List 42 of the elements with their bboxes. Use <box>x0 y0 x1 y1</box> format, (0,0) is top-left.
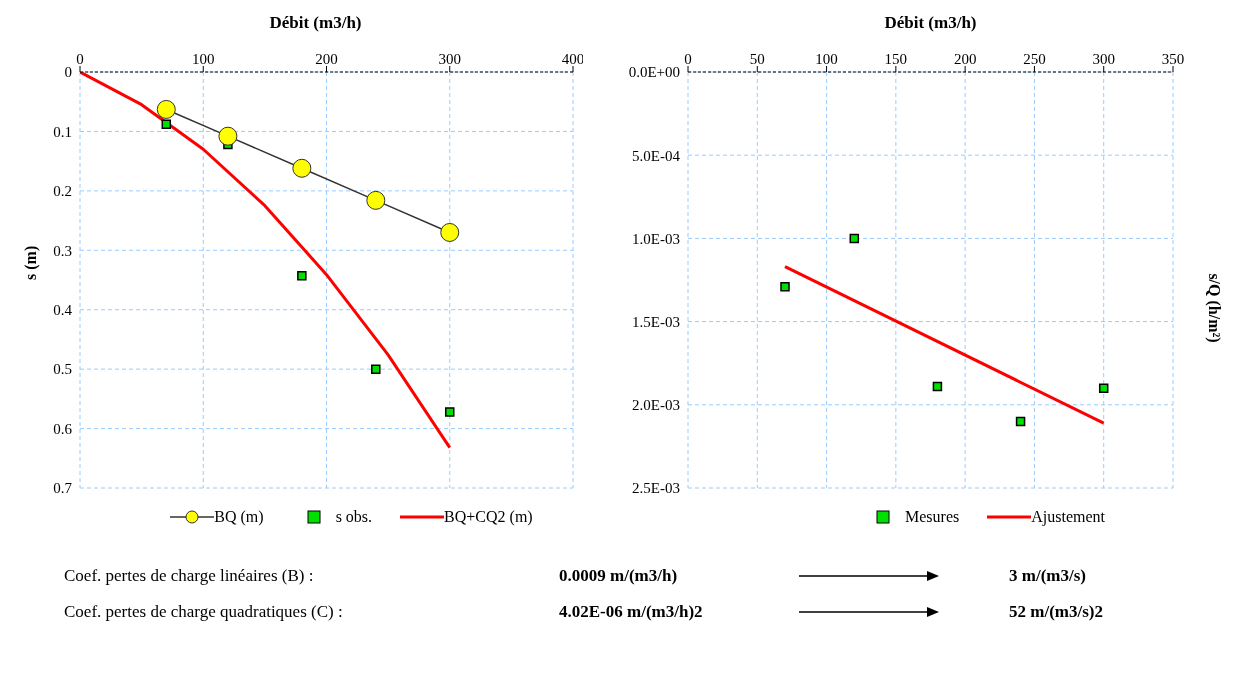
x-axis-title: Débit (m3/h) <box>883 12 978 34</box>
x-tick-label: 150 <box>884 51 908 67</box>
y-tick-label: 5.0E-04 <box>632 147 681 164</box>
x-tick-label: 0 <box>76 51 84 67</box>
x-tick-label: 350 <box>1161 51 1185 67</box>
y-tick-label: 0.4 <box>53 302 73 319</box>
y-tick-label: 1.5E-03 <box>632 313 680 330</box>
y-tick-label: 0 <box>64 64 72 81</box>
y-tick-label: 0.1 <box>53 123 72 140</box>
y-tick-label: 0.0E+00 <box>628 64 680 81</box>
x-tick-label: 250 <box>1023 51 1046 67</box>
text: 4.02E-06 m/(m3/h)2 <box>559 602 704 622</box>
x-tick-label: 400 <box>561 51 585 67</box>
x-tick-label: 300 <box>1092 51 1115 67</box>
text: Coef. pertes de charge linéaires (B) : <box>63 566 315 586</box>
y-axis-title: s (m) <box>21 245 40 280</box>
x-tick-label: 50 <box>749 51 765 67</box>
x-tick-label: 300 <box>438 51 461 67</box>
x-tick-label: 0 <box>684 51 692 67</box>
x-axis-title: Débit (m3/h) <box>268 12 363 34</box>
x-tick-label: 200 <box>953 51 977 67</box>
text: 3 m/(m3/s) <box>1009 566 1086 586</box>
legend-label: Ajustement <box>1031 508 1105 526</box>
legend-label: Mesures <box>905 508 960 526</box>
x-tick-label: 200 <box>315 51 338 67</box>
y-tick-label: 2.5E-03 <box>632 480 680 497</box>
text: 0.0009 m/(m3/h) <box>559 566 679 586</box>
y-tick-label: 0.6 <box>53 420 73 437</box>
legend-label: s obs. <box>335 508 373 526</box>
y-tick-label: 0.7 <box>53 480 73 497</box>
y-tick-label: 0.2 <box>53 183 72 200</box>
y-tick-label: 0.5 <box>53 361 72 378</box>
y-tick-label: 1.0E-03 <box>632 230 680 247</box>
text: Coef. pertes de charge quadratiques (C) : <box>63 602 344 622</box>
y-tick-label: 0.3 <box>53 242 72 259</box>
legend-label: BQ+CQ2 (m) <box>444 508 533 526</box>
x-tick-label: 100 <box>192 51 215 67</box>
legend-label: BQ (m) <box>214 508 264 526</box>
y-axis-title: s/Q (h/m²) <box>1205 273 1223 343</box>
text: 52 m/(m3/s)2 <box>1009 602 1103 622</box>
y-tick-label: 2.0E-03 <box>632 397 680 414</box>
x-tick-label: 100 <box>815 51 838 67</box>
